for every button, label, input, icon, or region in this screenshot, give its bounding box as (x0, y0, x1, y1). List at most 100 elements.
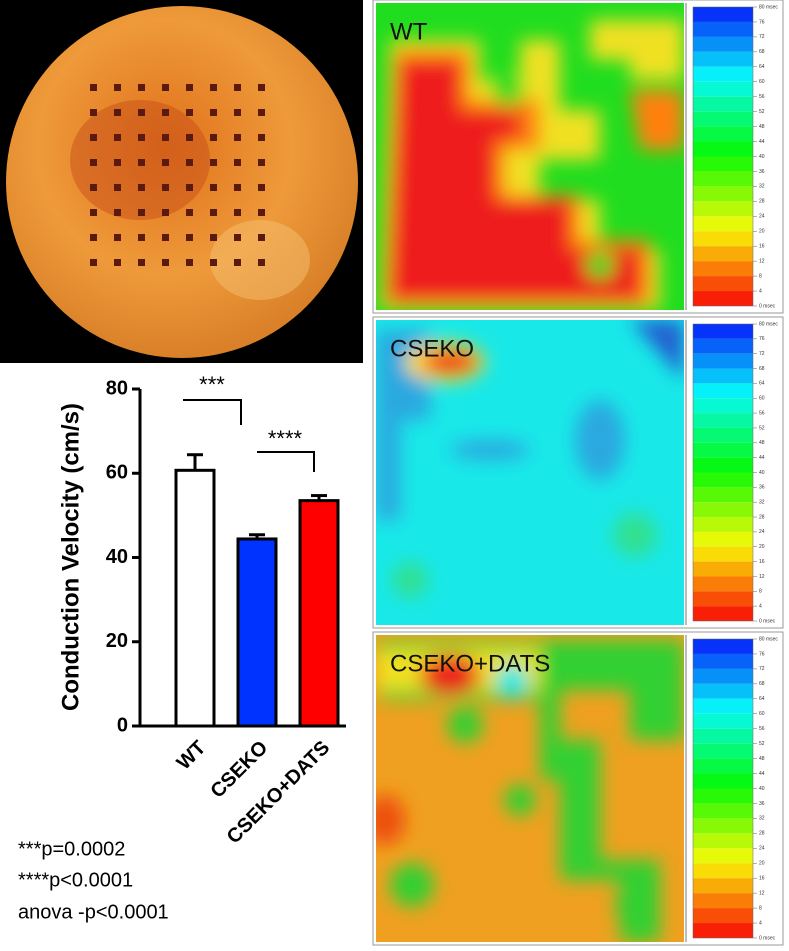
colorbar-tick-label: 0 msec (759, 935, 776, 941)
electrode (258, 259, 265, 266)
colorbar-band (693, 324, 753, 339)
heatmap-field (376, 3, 684, 310)
colorbar-tick-label: 72 (759, 351, 765, 357)
colorbar-tick-label: 28 (759, 514, 765, 520)
electrode (90, 209, 97, 216)
colorbar-tick-label: 60 (759, 711, 765, 717)
colorbar-tick-label: 36 (759, 169, 765, 175)
colorbar-tick-label: 64 (759, 381, 765, 387)
colorbar-tick-label: 16 (759, 244, 765, 250)
electrode (186, 259, 193, 266)
colorbar-band (693, 863, 753, 879)
electrode (210, 134, 217, 141)
colorbar-band (693, 743, 753, 759)
bar (298, 499, 340, 728)
colorbar-band (693, 383, 753, 399)
electrode (90, 234, 97, 241)
colorbar-tick-label: 32 (759, 184, 765, 190)
colorbar-tick-label: 20 (759, 861, 765, 867)
electrode (138, 209, 145, 216)
electrode (186, 184, 193, 191)
colorbar-band (693, 81, 753, 97)
colorbar-tick-label: 56 (759, 94, 765, 100)
colorbar-band (693, 186, 753, 202)
colorbar-band (693, 472, 753, 488)
heatmap-field (376, 320, 684, 625)
electrode (138, 184, 145, 191)
electrode (138, 259, 145, 266)
x-tick-label: WT (173, 737, 211, 775)
colorbar-tick-label: 48 (759, 756, 765, 762)
electrode (234, 134, 241, 141)
electrode (186, 84, 193, 91)
colorbar-tick-label: 48 (759, 440, 765, 446)
y-tick-label: 0 (117, 714, 128, 736)
electrode (234, 159, 241, 166)
colorbar-tick-label: 12 (759, 258, 765, 264)
electrode (258, 209, 265, 216)
electrode (90, 134, 97, 141)
retina-photo (0, 0, 363, 363)
electrode (234, 234, 241, 241)
panel-frame (372, 0, 784, 314)
colorbar-tick-label: 44 (759, 771, 765, 777)
colorbar-band (693, 561, 753, 577)
colorbar-band (693, 908, 753, 924)
colorbar-tick-label: 12 (759, 890, 765, 896)
colorbar-band (693, 51, 753, 67)
electrode (138, 234, 145, 241)
electrode (210, 259, 217, 266)
colorbar-tick-label: 80 msec (759, 636, 778, 642)
colorbar-tick-label: 8 (759, 905, 762, 911)
colorbar-band (693, 668, 753, 684)
note: ***p=0.0002 (18, 838, 125, 860)
colorbar-tick-label: 8 (759, 589, 762, 595)
colorbar-band (693, 487, 753, 503)
colorbar-tick-label: 0 msec (759, 618, 776, 624)
electrode (210, 209, 217, 216)
colorbar-tick-label: 44 (759, 455, 765, 461)
colorbar-tick-label: 8 (759, 273, 762, 279)
colorbar-band (693, 758, 753, 774)
colorbar-band (693, 713, 753, 729)
panel-label: CSEKO+DATS (390, 650, 550, 677)
colorbar-tick-label: 72 (759, 666, 765, 672)
y-tick-label: 20 (106, 630, 128, 652)
y-tick-label: 60 (106, 462, 128, 484)
electrode (186, 159, 193, 166)
colorbar-band (693, 291, 753, 306)
colorbar-band (693, 683, 753, 699)
electrode (162, 209, 169, 216)
electrode (258, 84, 265, 91)
panel-frame (372, 316, 784, 629)
colorbar-tick-label: 68 (759, 681, 765, 687)
colorbar-tick-label: 76 (759, 19, 765, 25)
sig-bracket (183, 399, 242, 425)
colorbar-band (693, 246, 753, 262)
colorbar-tick-label: 24 (759, 529, 765, 535)
electrode (138, 84, 145, 91)
electrode (138, 159, 145, 166)
colorbar-tick-label: 36 (759, 801, 765, 807)
colorbar-band (693, 848, 753, 864)
colorbar-band (693, 353, 753, 369)
electrode (90, 109, 97, 116)
panel-label: CSEKO (390, 335, 474, 362)
colorbar-tick-label: 52 (759, 425, 765, 431)
colorbar-band (693, 923, 753, 938)
electrode (234, 109, 241, 116)
electrode (186, 109, 193, 116)
colorbar-tick-label: 76 (759, 336, 765, 342)
electrode (186, 209, 193, 216)
colorbar-band (693, 21, 753, 37)
colorbar-band (693, 833, 753, 849)
bar (236, 537, 278, 728)
colorbar-band (693, 7, 753, 22)
panel-label: WT (390, 18, 428, 45)
colorbar-tick-label: 4 (759, 288, 762, 294)
colorbar-tick-label: 60 (759, 79, 765, 85)
heatmap-field (376, 635, 684, 942)
colorbar-tick-label: 40 (759, 470, 765, 476)
chart: Conduction Velocity (cm/s) *** **** ***p… (18, 372, 315, 923)
electrode (210, 184, 217, 191)
